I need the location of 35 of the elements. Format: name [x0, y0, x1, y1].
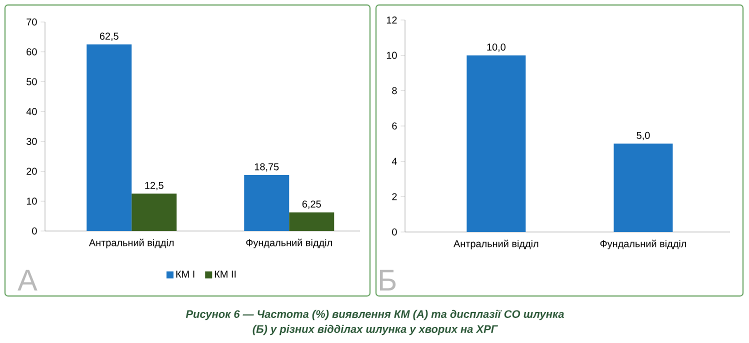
- bar: [132, 194, 177, 231]
- legend-label: КМ II: [214, 270, 236, 278]
- bar: [244, 175, 290, 231]
- x-tick-label: Антральний відділ: [454, 240, 538, 250]
- y-tick-label: 50: [26, 78, 37, 86]
- y-tick-label: 30: [26, 138, 37, 145]
- y-tick-label: 0: [392, 228, 397, 236]
- x-tick-label: Антральний відділ: [88, 238, 174, 248]
- y-tick-label: 8: [392, 87, 397, 94]
- y-tick-label: 4: [392, 158, 397, 165]
- text: (Б) у різних відділах шлунка у хворих на ХРГ: [252, 324, 498, 336]
- y-tick-label: 60: [26, 48, 37, 56]
- data-label: 10,0: [487, 44, 506, 52]
- y-tick-label: 40: [26, 108, 37, 116]
- y-tick-label: 10: [26, 198, 37, 205]
- y-tick-label: 10: [386, 52, 397, 59]
- y-tick-label: 12: [386, 16, 397, 24]
- data-label: 18,75: [254, 163, 279, 172]
- bar: [86, 44, 132, 231]
- y-tick-label: 70: [26, 18, 37, 26]
- text: Рисунок 6 — Частота (%) виявлення КМ (А) та дисплазії СО шлунка: [186, 310, 564, 320]
- y-tick-label: 2: [392, 193, 397, 200]
- y-tick-label: 20: [26, 168, 37, 175]
- text: Б: [380, 270, 396, 290]
- bar: [289, 212, 334, 231]
- y-tick-label: 6: [392, 122, 397, 130]
- data-label: 6,25: [302, 200, 321, 209]
- legend-label: КМ I: [176, 270, 194, 278]
- x-tick-label: Фундальний відділ: [246, 238, 332, 248]
- data-label: 5,0: [636, 132, 650, 140]
- data-label: 62,5: [100, 32, 118, 41]
- y-tick-label: 0: [32, 227, 37, 235]
- text: А: [18, 270, 38, 290]
- data-label: 12,5: [145, 182, 164, 190]
- x-tick-label: Фундальний відділ: [600, 240, 686, 250]
